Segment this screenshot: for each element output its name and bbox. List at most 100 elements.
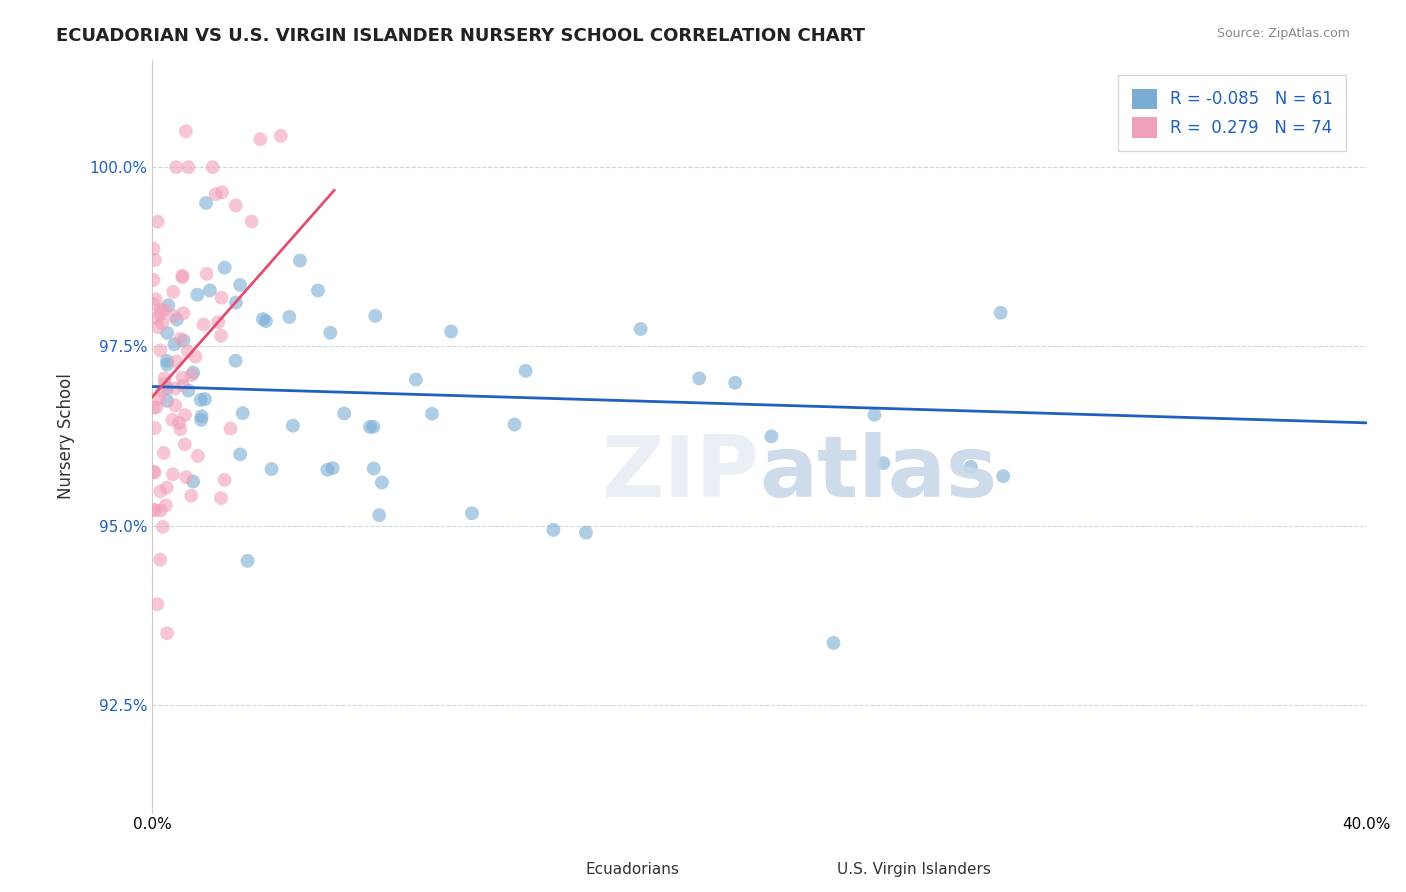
Point (156, 393, 179, 408)
Point (177, 384, 200, 398)
Point (204, 187, 226, 202)
Point (156, 326, 179, 340)
Point (156, 626, 179, 640)
Point (149, 307, 172, 321)
Point (198, 284, 221, 298)
Point (143, 253, 166, 268)
Point (254, 314, 277, 328)
Point (174, 124, 197, 138)
Point (575, 525, 598, 540)
Point (145, 292, 167, 306)
Point (142, 273, 165, 287)
Point (316, 463, 339, 477)
Point (307, 284, 329, 298)
Text: Source: ZipAtlas.com: Source: ZipAtlas.com (1216, 27, 1350, 40)
Legend: R = -0.085   N = 61, R =  0.279   N = 74: R = -0.085 N = 61, R = 0.279 N = 74 (1118, 76, 1347, 151)
Point (872, 456, 894, 470)
Point (863, 408, 886, 422)
Point (166, 312, 188, 326)
Point (150, 303, 173, 318)
Point (214, 260, 236, 275)
Point (252, 312, 274, 326)
Point (150, 384, 173, 398)
Point (333, 407, 356, 421)
Point (364, 309, 387, 323)
Point (173, 334, 195, 348)
Point (190, 392, 212, 407)
Point (142, 242, 165, 256)
Point (184, 350, 207, 364)
Point (180, 368, 202, 383)
Point (260, 462, 283, 476)
Point (207, 315, 229, 329)
Point (145, 311, 167, 326)
Point (176, 470, 198, 484)
Point (187, 449, 209, 463)
Point (761, 429, 783, 443)
Point (363, 419, 385, 434)
Point (990, 306, 1012, 320)
Point (503, 417, 526, 432)
Point (172, 370, 194, 384)
Point (371, 475, 394, 490)
Point (201, 160, 224, 174)
Point (190, 409, 212, 424)
Text: ECUADORIAN VS U.S. VIRGIN ISLANDER NURSERY SCHOOL CORRELATION CHART: ECUADORIAN VS U.S. VIRGIN ISLANDER NURSE… (56, 27, 865, 45)
Point (211, 186, 233, 200)
Point (240, 214, 263, 228)
Point (156, 358, 179, 372)
Point (193, 318, 215, 332)
Point (173, 437, 195, 451)
Point (194, 392, 217, 406)
Point (823, 636, 845, 650)
Point (157, 298, 180, 312)
Point (209, 291, 232, 305)
Point (177, 160, 200, 174)
Point (209, 328, 232, 343)
Point (543, 523, 565, 537)
Point (143, 466, 166, 480)
Point (166, 354, 188, 368)
Point (150, 316, 173, 330)
Point (156, 481, 179, 495)
Point (420, 407, 443, 421)
Point (156, 381, 179, 395)
Point (368, 508, 391, 522)
Point (143, 421, 166, 435)
Point (169, 332, 191, 346)
Point (960, 459, 983, 474)
Point (172, 270, 194, 285)
Point (165, 398, 187, 412)
Point (724, 376, 747, 390)
Point (195, 196, 218, 211)
Point (270, 128, 292, 143)
Point (163, 337, 186, 351)
Point (630, 322, 652, 336)
Point (172, 306, 194, 320)
Point (181, 475, 204, 489)
Point (169, 422, 191, 436)
Point (515, 364, 537, 378)
Point (142, 401, 165, 415)
Point (232, 406, 254, 420)
Point (142, 465, 165, 479)
Point (152, 520, 174, 534)
Point (229, 277, 252, 292)
Point (209, 491, 232, 505)
Point (319, 326, 342, 340)
Point (993, 469, 1015, 483)
Point (225, 295, 247, 310)
Point (181, 366, 204, 380)
Point (142, 297, 165, 311)
Point (278, 310, 301, 324)
Point (176, 344, 198, 359)
Point (152, 446, 174, 460)
Point (281, 418, 304, 433)
Point (688, 371, 710, 385)
Point (155, 498, 177, 512)
Point (149, 484, 172, 499)
Point (461, 506, 484, 520)
Point (149, 392, 172, 406)
Point (145, 401, 167, 415)
Point (249, 132, 271, 146)
